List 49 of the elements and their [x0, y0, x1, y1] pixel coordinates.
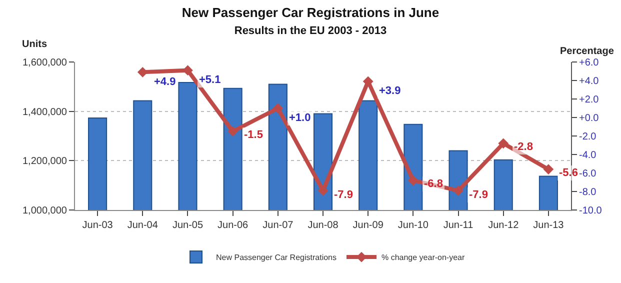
data-label: -2.8 [514, 141, 533, 153]
y-tick-label: 1,200,000 [22, 156, 68, 168]
y2-tick-label: +0.0 [579, 113, 600, 124]
y-axis-title: Units [22, 39, 48, 50]
data-label: -5.6 [559, 167, 578, 179]
point [318, 185, 328, 196]
y2-tick-label: -10.0 [579, 206, 602, 216]
legend-label: New Passenger Car Registrations [216, 253, 336, 262]
point [362, 76, 374, 87]
point [498, 138, 509, 149]
point [453, 185, 464, 196]
y-tick-label: 1,000,000 [22, 206, 68, 216]
data-label: -6.8 [424, 178, 443, 190]
x-tick-label: Jun-11 [443, 220, 474, 231]
x-tick-label: Jun-07 [262, 220, 294, 231]
y-tick-label: 1,600,000 [22, 58, 68, 68]
data-label: +4.9 [154, 76, 176, 88]
y2-tick-label: +4.0 [579, 76, 600, 87]
x-tick-label: Jun-04 [127, 220, 158, 231]
x-tick-label: Jun-03 [82, 220, 114, 231]
data-label: -7.9 [334, 189, 353, 201]
y2-tick-label: -2.0 [579, 132, 597, 142]
point [228, 126, 238, 137]
data-label: +1.0 [289, 112, 311, 124]
y2-tick-label: +6.0 [579, 58, 600, 68]
point [182, 65, 193, 76]
data-label: -1.5 [244, 129, 263, 141]
legend-label: % change year-on-year [382, 253, 465, 262]
x-tick-label: Jun-05 [172, 220, 204, 231]
chart-title: New Passenger Car Registrations in June [182, 4, 440, 20]
y2-tick-label: +2.0 [579, 94, 600, 106]
y2-tick-label: -6.0 [579, 168, 597, 180]
point [543, 164, 554, 174]
y-tick-label: 1,400,000 [22, 106, 68, 118]
data-label: +5.1 [199, 74, 221, 86]
data-label: +3.9 [379, 85, 401, 97]
x-tick-label: Jun-13 [533, 220, 564, 231]
x-tick-label: Jun-09 [352, 220, 384, 231]
chart-subtitle: Results in the EU 2003 - 2013 [234, 24, 387, 37]
point [408, 175, 418, 186]
point [272, 103, 284, 114]
y2-tick-label: -8.0 [579, 187, 597, 198]
data-label: -7.9 [469, 189, 488, 201]
y2-axis-title: Percentage [560, 46, 614, 57]
y2-tick-label: -4.0 [579, 150, 597, 161]
x-tick-label: Jun-12 [488, 220, 520, 231]
x-tick-label: Jun-08 [308, 220, 339, 231]
x-tick-label: Jun-06 [218, 220, 249, 231]
x-tick-label: Jun-10 [398, 220, 429, 231]
